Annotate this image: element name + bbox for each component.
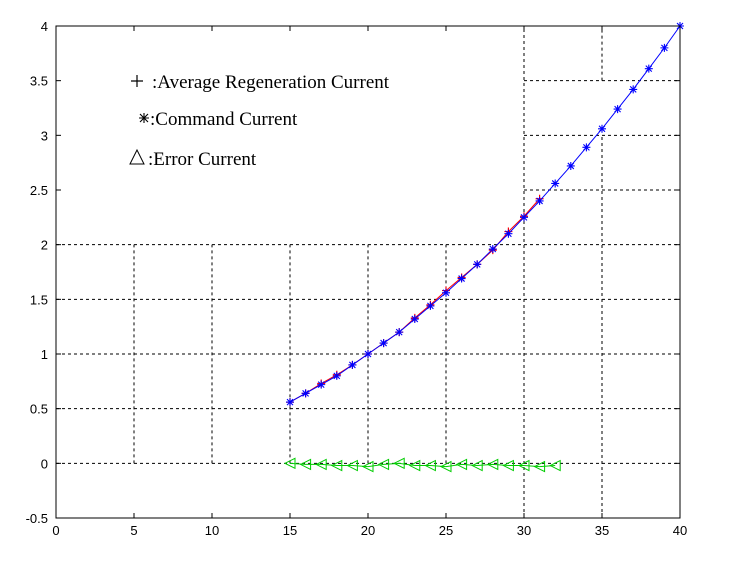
annotation-text: :Average Regeneration Current [152,72,390,93]
x-tick-label: 30 [517,523,531,538]
data-point-star [332,371,341,380]
annotation-entry: :Error Current [129,148,257,170]
axes: 0 5 10 15 20 25 30 35 40 -0.5 0 0.5 1 1.5 2 2.5 3 3.5 4 [26,19,688,538]
data-point-triangle [283,457,296,470]
annotation-entry: :Command Current [139,109,298,130]
data-point-triangle [299,458,312,471]
annotation-marker-star [139,113,149,123]
data-point-triangle [315,458,327,471]
y-tick-label: 2 [41,238,48,253]
data-point-triangle [377,458,390,471]
data-point-triangle [393,457,405,470]
y-tick-label: 0.5 [30,402,48,417]
annotation-marker-triangle [129,148,145,165]
data-point-triangle [549,459,561,472]
data-point-triangle [486,458,499,471]
data-point-triangle [346,459,358,472]
x-tick-label: 5 [130,523,137,538]
x-tick-label: 25 [439,523,453,538]
data-point-star [644,64,653,73]
data-point-triangle [517,459,530,472]
data-point-triangle [502,459,514,472]
y-tick-label: 0 [41,456,48,471]
data-point-triangle [439,460,452,473]
x-tick-label: 20 [361,523,375,538]
x-tick-label: 35 [595,523,609,538]
annotation-marker-plus [131,75,143,87]
data-point-star [301,389,310,398]
grid [56,26,680,518]
annotation-text: :Error Current [148,149,257,170]
data-point-star [410,315,419,324]
x-tick-label: 15 [283,523,297,538]
y-tick-label: 4 [41,19,48,34]
data-point-star [535,196,544,205]
data-point-triangle [361,460,374,473]
data-point-star [551,179,560,188]
data-point-star [286,398,294,407]
y-tick-label: 1 [41,347,48,362]
y-tick-label: 2.5 [30,183,48,198]
data-point-star [473,260,482,269]
series-line [289,462,556,468]
x-tick-label: 40 [673,523,687,538]
data-point-star [348,360,357,369]
data-point-star [442,288,450,297]
data-point-star [660,43,669,52]
data-point-triangle [455,458,468,471]
data-point-star [598,124,606,133]
data-point-star [613,105,622,114]
series-layer [283,22,684,473]
data-point-star [364,350,372,358]
data-point-triangle [533,460,546,473]
legend-annotations: :Average Regeneration Current :Command Cu… [129,72,390,170]
y-tick-label: -0.5 [26,511,48,526]
data-point-star [629,85,638,94]
data-point-star [426,301,435,310]
y-tick-label: 3.5 [30,74,48,89]
data-point-star [379,339,388,348]
x-tick-label: 10 [205,523,219,538]
y-tick-label: 3 [41,128,48,143]
y-tick-label: 1.5 [30,292,48,307]
data-point-triangle [471,459,483,472]
data-point-triangle [408,459,421,472]
data-point-star [395,328,404,337]
data-point-star [504,229,513,238]
data-point-triangle [330,459,343,472]
data-point-star [520,213,528,222]
data-point-star [317,380,326,389]
annotation-entry: :Average Regeneration Current [131,72,390,93]
data-point-star [582,143,591,152]
x-tick-label: 0 [52,523,59,538]
data-point-star [457,274,466,283]
data-point-triangle [424,459,436,472]
data-point-star [566,161,575,170]
annotation-text: :Command Current [150,109,298,130]
series-line [289,198,540,403]
data-point-star [488,245,497,254]
